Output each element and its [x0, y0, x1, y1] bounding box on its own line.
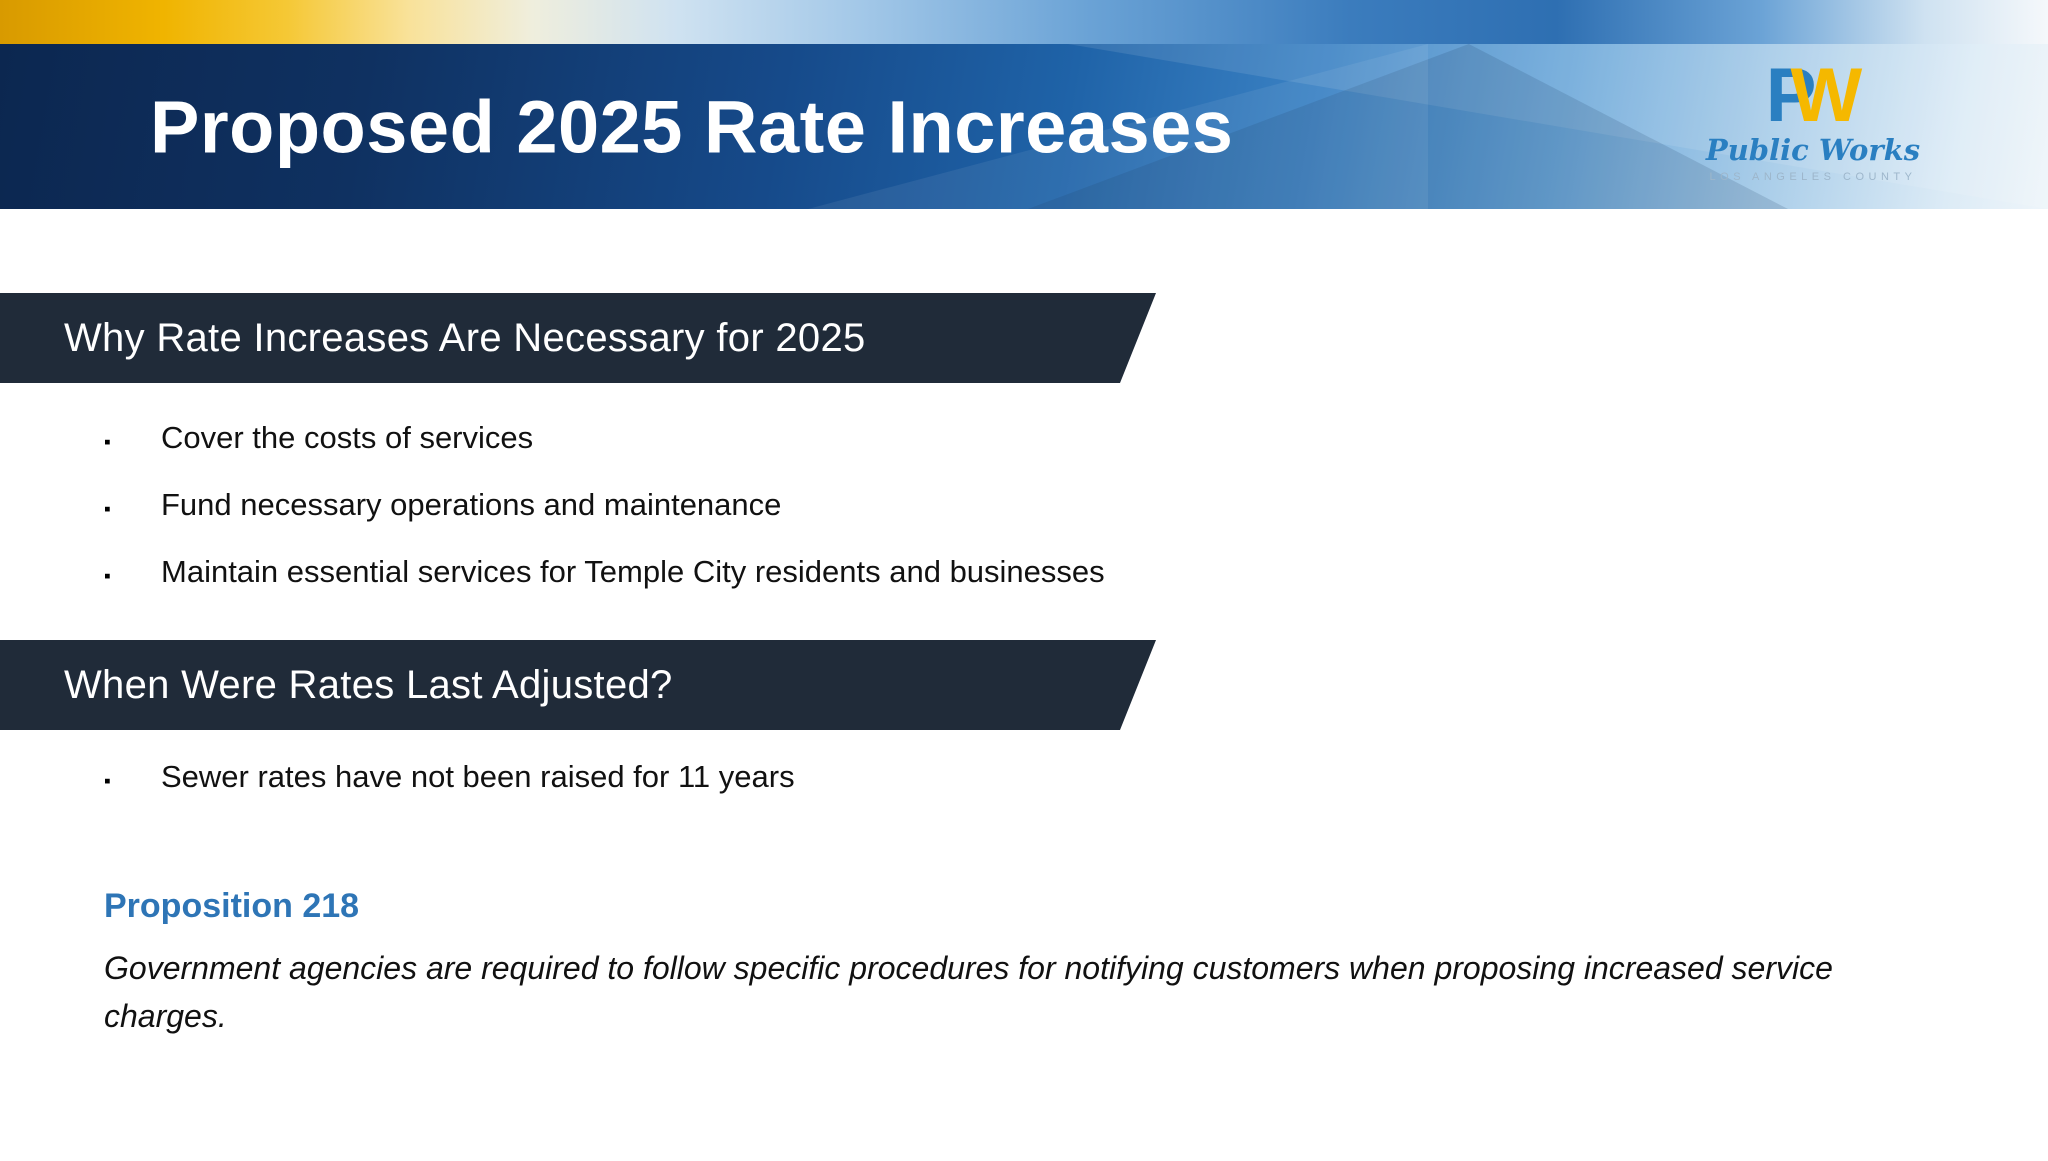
- logo-name: Public Works: [1705, 133, 1921, 167]
- monogram-letter-p: P: [1765, 53, 1817, 138]
- section-heading: Why Rate Increases Are Necessary for 202…: [64, 315, 866, 360]
- note-heading: Proposition 218: [104, 887, 360, 925]
- note-body: Government agencies are required to foll…: [104, 950, 1833, 1034]
- bullet-text: Fund necessary operations and maintenanc…: [161, 487, 782, 522]
- bullet-square-icon: ▪: [104, 566, 111, 587]
- header-band: Proposed 2025 Rate Increases PW Public W…: [0, 44, 2048, 209]
- bullet-list-when: ▪ Sewer rates have not been raised for 1…: [0, 758, 2048, 801]
- bullet-list-why: ▪ Cover the costs of services ▪ Fund nec…: [0, 419, 2048, 596]
- logo-subtitle: LOS ANGELES COUNTY: [1709, 171, 1917, 183]
- section-bar-why-rate-increases: Why Rate Increases Are Necessary for 202…: [0, 293, 1156, 383]
- list-item: ▪ Sewer rates have not been raised for 1…: [104, 758, 2048, 801]
- monogram-letter-w: W: [1790, 53, 1862, 138]
- bullet-square-icon: ▪: [104, 432, 111, 453]
- list-item: ▪ Maintain essential services for Temple…: [104, 553, 2048, 596]
- bullet-text: Cover the costs of services: [161, 420, 534, 455]
- bullet-text: Sewer rates have not been raised for 11 …: [161, 759, 795, 794]
- proposition-218-note: Proposition 218 Government agencies are …: [0, 887, 2048, 1040]
- section-bar-when-last-adjusted: When Were Rates Last Adjusted?: [0, 640, 1156, 730]
- public-works-logo: PW Public Works LOS ANGELES COUNTY: [1698, 58, 1928, 183]
- top-accent-strip: [0, 0, 2048, 44]
- list-item: ▪ Fund necessary operations and maintena…: [104, 486, 2048, 529]
- section-heading: When Were Rates Last Adjusted?: [64, 662, 673, 707]
- bullet-text: Maintain essential services for Temple C…: [161, 554, 1105, 589]
- bullet-square-icon: ▪: [104, 499, 111, 520]
- public-works-monogram-icon: PW: [1698, 58, 1928, 134]
- slide-body: Why Rate Increases Are Necessary for 202…: [0, 293, 2048, 1040]
- slide-title: Proposed 2025 Rate Increases: [150, 85, 1234, 168]
- list-item: ▪ Cover the costs of services: [104, 419, 2048, 462]
- bullet-square-icon: ▪: [104, 771, 111, 792]
